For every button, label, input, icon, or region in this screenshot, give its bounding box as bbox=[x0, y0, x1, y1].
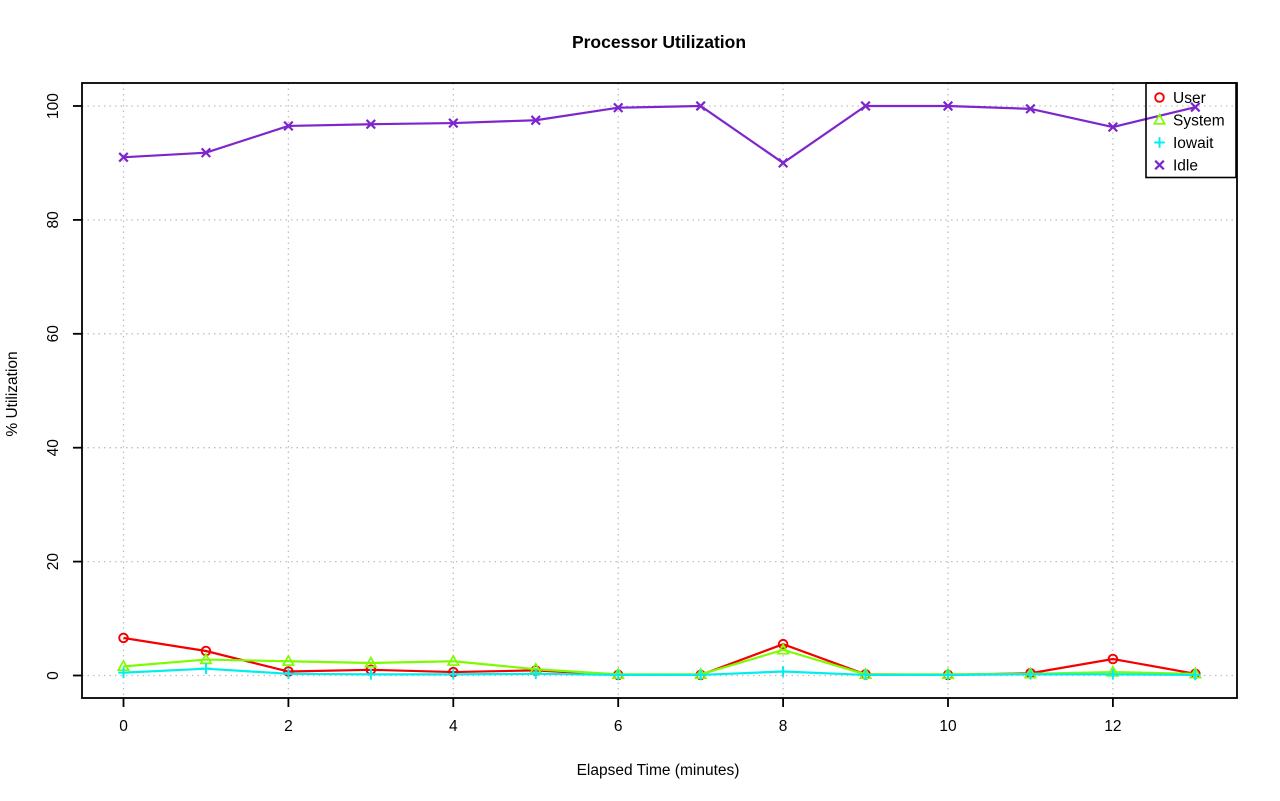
marker-plus bbox=[200, 663, 212, 674]
series-line bbox=[123, 667, 1196, 677]
y-tick-label: 60 bbox=[45, 325, 62, 343]
y-tick-label: 20 bbox=[45, 553, 62, 571]
marker-triangle bbox=[1152, 112, 1167, 125]
marker-x bbox=[778, 157, 789, 169]
marker-plus bbox=[942, 669, 954, 681]
marker-plus bbox=[1154, 137, 1165, 148]
marker-plus bbox=[448, 669, 459, 680]
x-tick-label: 2 bbox=[284, 718, 293, 735]
marker-plus bbox=[283, 668, 294, 680]
legend-label-system: System bbox=[1173, 112, 1225, 129]
marker-x bbox=[942, 100, 954, 112]
y-tick-label: 100 bbox=[45, 93, 62, 119]
marker-x bbox=[200, 147, 212, 158]
marker-triangle bbox=[364, 655, 378, 668]
y-tick-label: 40 bbox=[45, 439, 62, 457]
x-tick-label: 12 bbox=[1104, 718, 1121, 735]
plot-box bbox=[81, 82, 1238, 699]
marker-circle bbox=[777, 638, 789, 650]
x-tick-label: 10 bbox=[939, 718, 957, 735]
legend: User System Iowait Idle bbox=[1145, 82, 1237, 179]
marker-x bbox=[695, 100, 706, 112]
y-tick-label: 0 bbox=[45, 671, 62, 680]
legend-label-idle: Idle bbox=[1173, 157, 1198, 174]
marker-plus bbox=[530, 668, 542, 680]
series-idle bbox=[118, 100, 1201, 169]
marker-x bbox=[283, 120, 294, 132]
marker-x bbox=[1190, 102, 1201, 113]
series-iowait bbox=[118, 663, 1201, 681]
marker-circle bbox=[1107, 653, 1119, 665]
marker-x bbox=[860, 100, 871, 112]
marker-triangle bbox=[446, 654, 460, 666]
marker-x bbox=[1107, 121, 1118, 133]
marker-triangle bbox=[281, 654, 296, 666]
marker-plus bbox=[695, 669, 706, 681]
legend-box bbox=[1145, 82, 1237, 179]
marker-plus bbox=[365, 669, 377, 680]
series-line bbox=[123, 104, 1196, 165]
marker-plus bbox=[860, 669, 871, 681]
marker-plus bbox=[777, 666, 789, 677]
chart-layer: 0 2 4 6 8 10 12 0 20 40 60 80 100 User System Iowait Idl… bbox=[45, 82, 1238, 735]
x-tick-label: 8 bbox=[779, 718, 788, 735]
x-tick-label: 4 bbox=[449, 718, 458, 735]
marker-plus bbox=[612, 669, 624, 681]
legend-label-iowait: Iowait bbox=[1173, 135, 1214, 152]
marker-circle bbox=[118, 632, 129, 644]
marker-triangle bbox=[199, 652, 213, 665]
chart-title: Processor Utilization bbox=[572, 32, 746, 52]
marker-x bbox=[530, 115, 541, 126]
x-tick-label: 6 bbox=[614, 718, 623, 735]
marker-plus bbox=[1025, 669, 1036, 680]
marker-plus bbox=[1107, 669, 1119, 680]
marker-x bbox=[1154, 159, 1165, 171]
marker-x bbox=[118, 152, 129, 163]
y-axis-label: % Utilization bbox=[4, 351, 21, 436]
legend-label-user: User bbox=[1173, 90, 1206, 107]
x-tick-label: 0 bbox=[119, 718, 128, 735]
marker-plus bbox=[1190, 669, 1201, 681]
marker-x bbox=[365, 119, 376, 130]
marker-x bbox=[613, 102, 624, 113]
marker-x bbox=[1025, 103, 1036, 114]
marker-x bbox=[448, 118, 459, 129]
x-axis-label: Elapsed Time (minutes) bbox=[577, 762, 740, 779]
marker-plus bbox=[118, 667, 129, 678]
marker-triangle bbox=[776, 642, 790, 655]
marker-circle bbox=[1154, 92, 1165, 103]
y-tick-label: 80 bbox=[45, 211, 62, 229]
